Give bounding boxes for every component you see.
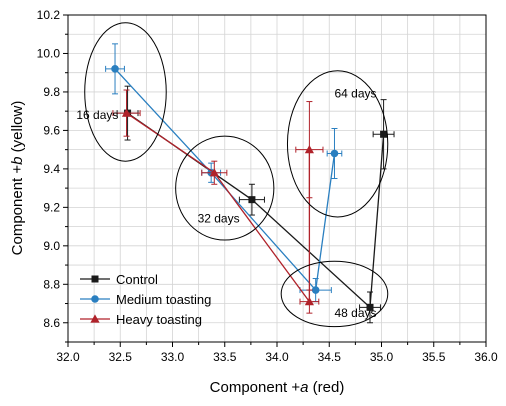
legend-marker (91, 275, 99, 283)
legend-label: Control (116, 272, 158, 287)
data-point (380, 130, 388, 138)
y-tick-label: 9.0 (43, 239, 60, 253)
series-layer (105, 43, 395, 324)
y-tick-label: 9.2 (43, 200, 60, 214)
y-tick-label: 8.8 (43, 277, 60, 291)
y-tick-label: 8.6 (43, 316, 60, 330)
y-tick-label: 9.6 (43, 123, 60, 137)
ellipse-label: 32 days (198, 212, 240, 226)
ellipse-layer: 16 days 32 days 48 days 64 days (76, 22, 389, 328)
legend-item: Heavy toasting (80, 312, 202, 327)
x-tick-label: 32.5 (109, 350, 133, 364)
data-point (304, 145, 314, 154)
group-ellipse (84, 22, 167, 162)
legend-marker (90, 314, 100, 323)
x-axis-title: Component +a (red) (210, 379, 345, 396)
legend-label: Heavy toasting (116, 312, 202, 327)
data-point (209, 168, 219, 177)
x-tick-label: 34.5 (318, 350, 342, 364)
data-point (248, 196, 256, 204)
data-point (311, 286, 320, 294)
ellipse-label: 48 days (334, 306, 376, 320)
ellipse-label: 64 days (334, 87, 376, 101)
x-tick-label: 35.5 (422, 350, 446, 364)
y-axis-title: Component +b (yellow) (9, 101, 26, 256)
x-tick-label: 33.5 (213, 350, 237, 364)
x-tick-label: 33.0 (161, 350, 185, 364)
ellipse-label: 16 days (76, 108, 118, 122)
axes: 32.0 32.5 33.0 33.5 34.0 34.5 35.0 35.5 36.0 8.6 8… (37, 8, 498, 364)
y-tick-label: 9.8 (43, 85, 60, 99)
y-tick-label: 10.0 (37, 46, 61, 60)
y-tick-label: 9.4 (43, 162, 60, 176)
x-tick-label: 35.0 (370, 350, 394, 364)
data-point (111, 65, 119, 73)
y-tick-label: 10.2 (37, 8, 61, 22)
legend-marker (91, 295, 99, 303)
legend-label: Medium toasting (116, 292, 211, 307)
x-tick-label: 36.0 (474, 350, 498, 364)
data-point (304, 297, 314, 306)
legend: Control Medium toasting Heavy toasting (80, 272, 211, 327)
legend-item: Medium toasting (80, 292, 211, 307)
legend-item: Control (80, 272, 158, 287)
group-ellipse (175, 135, 275, 241)
group-ellipse (286, 70, 389, 218)
x-tick-label: 34.0 (265, 350, 289, 364)
x-tick-label: 32.0 (56, 350, 80, 364)
data-point (330, 149, 339, 158)
series-line (126, 112, 311, 304)
series-heavy-toasting (112, 89, 324, 314)
data-point (121, 108, 132, 117)
group-ellipse (280, 260, 389, 328)
data-point (366, 303, 374, 311)
